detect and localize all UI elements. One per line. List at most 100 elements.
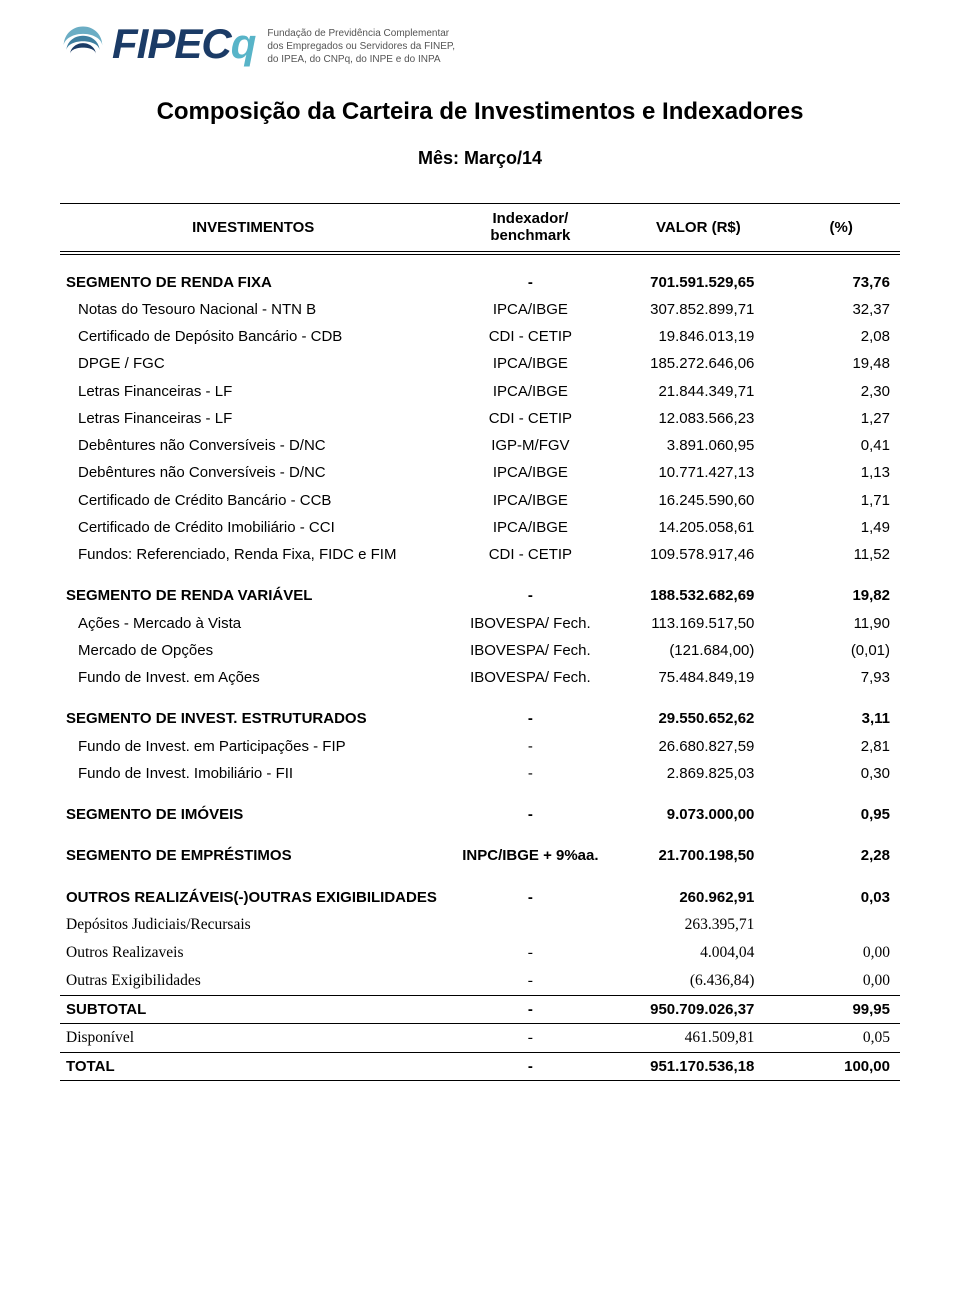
brand-text-suffix: q (231, 20, 256, 67)
cell-indexer: - (446, 870, 614, 911)
cell-indexer: IPCA/IBGE (446, 459, 614, 486)
cell-value: 29.550.652,62 (614, 691, 782, 732)
cell-value: 307.852.899,71 (614, 296, 782, 323)
cell-percent: 0,00 (782, 939, 900, 967)
cell-investment: Outros Realizaveis (60, 939, 446, 967)
cell-investment: SEGMENTO DE INVEST. ESTRUTURADOS (60, 691, 446, 732)
cell-indexer: - (446, 939, 614, 967)
cell-value: 113.169.517,50 (614, 610, 782, 637)
table-row: SEGMENTO DE RENDA FIXA-701.591.529,6573,… (60, 254, 900, 296)
cell-indexer: - (446, 760, 614, 787)
cell-value: 10.771.427,13 (614, 459, 782, 486)
cell-investment: Certificado de Crédito Imobiliário - CCI (60, 514, 446, 541)
cell-value: 16.245.590,60 (614, 487, 782, 514)
cell-indexer: IPCA/IBGE (446, 487, 614, 514)
cell-percent: 0,03 (782, 870, 900, 911)
table-row: Ações - Mercado à VistaIBOVESPA/ Fech.11… (60, 610, 900, 637)
cell-investment: Letras Financeiras - LF (60, 405, 446, 432)
table-row: Fundo de Invest. em AçõesIBOVESPA/ Fech.… (60, 664, 900, 691)
cell-investment: Outras Exigibilidades (60, 967, 446, 996)
cell-investment: Fundo de Invest. Imobiliário - FII (60, 760, 446, 787)
cell-value: 263.395,71 (614, 911, 782, 939)
cell-investment: Notas do Tesouro Nacional - NTN B (60, 296, 446, 323)
table-row: Debêntures não Conversíveis - D/NCIGP-M/… (60, 432, 900, 459)
subtitle-line-1: Fundação de Previdência Complementar (267, 27, 455, 40)
cell-percent: 11,90 (782, 610, 900, 637)
table-row: Disponível-461.509,810,05 (60, 1024, 900, 1053)
cell-indexer: IBOVESPA/ Fech. (446, 637, 614, 664)
cell-investment: Debêntures não Conversíveis - D/NC (60, 432, 446, 459)
table-row: Outras Exigibilidades-(6.436,84)0,00 (60, 967, 900, 996)
cell-value: 701.591.529,65 (614, 254, 782, 296)
cell-indexer: - (446, 995, 614, 1023)
cell-investment: SEGMENTO DE RENDA VARIÁVEL (60, 568, 446, 609)
cell-indexer: CDI - CETIP (446, 541, 614, 568)
cell-percent: 2,30 (782, 378, 900, 405)
cell-value: 12.083.566,23 (614, 405, 782, 432)
cell-value: 2.869.825,03 (614, 760, 782, 787)
cell-percent: 73,76 (782, 254, 900, 296)
table-row: SEGMENTO DE RENDA VARIÁVEL-188.532.682,6… (60, 568, 900, 609)
cell-value: (121.684,00) (614, 637, 782, 664)
table-row: TOTAL-951.170.536,18100,00 (60, 1053, 900, 1081)
document-page: FIPECq Fundação de Previdência Complemen… (0, 0, 960, 1121)
table-row: OUTROS REALIZÁVEIS(-)OUTRAS EXIGIBILIDAD… (60, 870, 900, 911)
brand-logo: FIPECq (60, 20, 255, 68)
cell-indexer: IBOVESPA/ Fech. (446, 664, 614, 691)
col-indexer: Indexador/ benchmark (446, 204, 614, 252)
cell-indexer: IGP-M/FGV (446, 432, 614, 459)
cell-percent: 1,71 (782, 487, 900, 514)
col-percent: (%) (782, 204, 900, 252)
cell-percent: 0,00 (782, 967, 900, 996)
table-row: DPGE / FGCIPCA/IBGE185.272.646,0619,48 (60, 350, 900, 377)
table-row: Certificado de Crédito Bancário - CCBIPC… (60, 487, 900, 514)
cell-value: 21.844.349,71 (614, 378, 782, 405)
cell-investment: SEGMENTO DE EMPRÉSTIMOS (60, 828, 446, 869)
cell-indexer: IPCA/IBGE (446, 514, 614, 541)
brand-name: FIPECq (112, 20, 255, 68)
table-row: Certificado de Depósito Bancário - CDBCD… (60, 323, 900, 350)
cell-value: 188.532.682,69 (614, 568, 782, 609)
table-row: Letras Financeiras - LFIPCA/IBGE21.844.3… (60, 378, 900, 405)
cell-value: 21.700.198,50 (614, 828, 782, 869)
cell-investment: Fundos: Referenciado, Renda Fixa, FIDC e… (60, 541, 446, 568)
cell-indexer: - (446, 1024, 614, 1053)
cell-percent: 19,48 (782, 350, 900, 377)
cell-percent: 2,08 (782, 323, 900, 350)
cell-percent: 0,05 (782, 1024, 900, 1053)
cell-percent: 0,95 (782, 787, 900, 828)
cell-investment: Ações - Mercado à Vista (60, 610, 446, 637)
cell-investment: Disponível (60, 1024, 446, 1053)
cell-indexer: - (446, 967, 614, 996)
cell-indexer: - (446, 691, 614, 732)
cell-value: 185.272.646,06 (614, 350, 782, 377)
investments-table: INVESTIMENTOS Indexador/ benchmark VALOR… (60, 203, 900, 1081)
cell-percent: 1,27 (782, 405, 900, 432)
col-indexer-l1: Indexador/ (492, 210, 568, 227)
cell-investment: OUTROS REALIZÁVEIS(-)OUTRAS EXIGIBILIDAD… (60, 870, 446, 911)
table-row: Depósitos Judiciais/Recursais263.395,71 (60, 911, 900, 939)
cell-percent: 3,11 (782, 691, 900, 732)
cell-value: 461.509,81 (614, 1024, 782, 1053)
cell-investment: Certificado de Depósito Bancário - CDB (60, 323, 446, 350)
cell-indexer: IPCA/IBGE (446, 296, 614, 323)
table-row: Letras Financeiras - LFCDI - CETIP12.083… (60, 405, 900, 432)
table-row: Fundos: Referenciado, Renda Fixa, FIDC e… (60, 541, 900, 568)
cell-value: 951.170.536,18 (614, 1053, 782, 1081)
cell-percent: 19,82 (782, 568, 900, 609)
cell-percent: 99,95 (782, 995, 900, 1023)
cell-indexer (446, 911, 614, 939)
cell-value: 14.205.058,61 (614, 514, 782, 541)
cell-percent: 7,93 (782, 664, 900, 691)
table-row: Debêntures não Conversíveis - D/NCIPCA/I… (60, 459, 900, 486)
table-row: Notas do Tesouro Nacional - NTN BIPCA/IB… (60, 296, 900, 323)
cell-indexer: IBOVESPA/ Fech. (446, 610, 614, 637)
cell-percent: 32,37 (782, 296, 900, 323)
subtitle-line-2: dos Empregados ou Servidores da FINEP, (267, 40, 455, 53)
cell-investment: DPGE / FGC (60, 350, 446, 377)
cell-investment: Fundo de Invest. em Ações (60, 664, 446, 691)
cell-investment: Fundo de Invest. em Participações - FIP (60, 733, 446, 760)
cell-value: 26.680.827,59 (614, 733, 782, 760)
cell-investment: SEGMENTO DE IMÓVEIS (60, 787, 446, 828)
cell-investment: Certificado de Crédito Bancário - CCB (60, 487, 446, 514)
